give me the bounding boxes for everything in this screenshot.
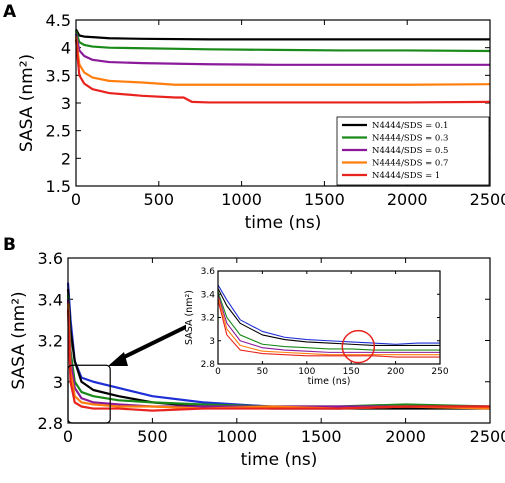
legend-entry: N4444/SDS = 0.3: [372, 134, 448, 144]
y-axis-title: SASA (nm²): [184, 290, 195, 345]
x-tick-label: 1500: [304, 190, 345, 209]
y-axis-title: SASA (nm²): [17, 54, 37, 152]
series-line: [75, 28, 490, 41]
y-axis-title: SASA (nm²): [9, 291, 29, 389]
series-line: [217, 294, 440, 353]
legend-entry: N4444/SDS = 0.7: [372, 159, 448, 169]
y-tick-label: 3.4: [38, 290, 63, 309]
series-line: [74, 30, 491, 53]
y-tick-label: 3: [209, 337, 215, 347]
x-tick-label: 100: [298, 367, 315, 377]
x-tick-label: 200: [387, 367, 404, 377]
y-tick-label: 3: [53, 373, 63, 392]
series-line: [74, 33, 490, 66]
y-tick-label: 4: [61, 39, 71, 58]
series-line: [217, 296, 440, 356]
series-line: [217, 291, 440, 351]
x-tick-label: 250: [431, 367, 448, 377]
y-tick-label: 3.2: [201, 314, 215, 324]
x-axis-title: time (ns): [308, 376, 351, 387]
y-tick-label: 3.6: [201, 267, 216, 277]
pointer-arrow-head: [108, 352, 128, 366]
x-tick-label: 1000: [221, 190, 262, 209]
y-tick-label: 3: [61, 94, 71, 113]
panel-a-chart: 0 500 1000 1500 2000 2500 1.5 2 2.5 3 3.5 4 4.5 time …: [17, 11, 505, 233]
x-tick-label: 150: [343, 367, 360, 377]
plot-frame: [67, 257, 491, 424]
series-line: [74, 39, 491, 104]
y-tick-label: 2.8: [201, 360, 216, 370]
y-tick-label: 3.5: [46, 66, 71, 85]
x-tick-label: 2500: [470, 190, 505, 209]
series-line: [217, 284, 440, 345]
plot-frame: [75, 19, 491, 187]
legend-entry: N4444/SDS = 0.5: [372, 146, 448, 156]
y-tick-label: 4.5: [46, 11, 71, 30]
series-line: [66, 309, 490, 412]
series-line: [74, 36, 491, 86]
series-line: [217, 288, 440, 346]
highlight-circle: [341, 329, 376, 364]
x-tick-label: 0: [63, 427, 73, 446]
y-tick-label: 2.5: [46, 122, 71, 141]
zoom-highlight-box: [67, 364, 111, 424]
x-tick-label: 2000: [385, 427, 426, 446]
panel-b-label: B: [3, 235, 16, 255]
x-tick-label: 500: [144, 190, 175, 209]
x-tick-label: 1500: [301, 427, 342, 446]
inset-chart: 0 50 100 150 200 250 2.8 3 3.2 3.4 3.6 time (ns) SAS…: [184, 266, 449, 388]
plot-frame: [217, 270, 441, 365]
x-tick-label: 1000: [216, 427, 257, 446]
x-tick-label: 0: [71, 190, 81, 209]
series-line: [217, 299, 440, 358]
x-axis-title: time (ns): [241, 450, 318, 470]
x-tick-label: 2500: [470, 427, 505, 446]
y-tick-label: 2: [61, 149, 71, 168]
x-tick-label: 2000: [387, 190, 428, 209]
x-tick-label: 50: [257, 367, 269, 377]
legend-entry: N4444/SDS = 1: [372, 171, 440, 181]
panel-a-label: A: [3, 2, 17, 22]
legend-entry: N4444/SDS = 0.1: [372, 121, 448, 131]
y-tick-label: 3.6: [38, 249, 63, 268]
legend: N4444/SDS = 0.1 N4444/SDS = 0.3 N4444/SDS …: [336, 116, 490, 186]
y-tick-label: 3.2: [38, 332, 63, 351]
y-tick-label: 1.5: [46, 177, 71, 196]
x-axis-title: time (ns): [245, 213, 322, 233]
y-tick-label: 2.8: [38, 414, 63, 433]
x-tick-label: 500: [137, 427, 168, 446]
y-tick-label: 3.4: [201, 290, 216, 300]
x-tick-label: 0: [215, 367, 221, 377]
